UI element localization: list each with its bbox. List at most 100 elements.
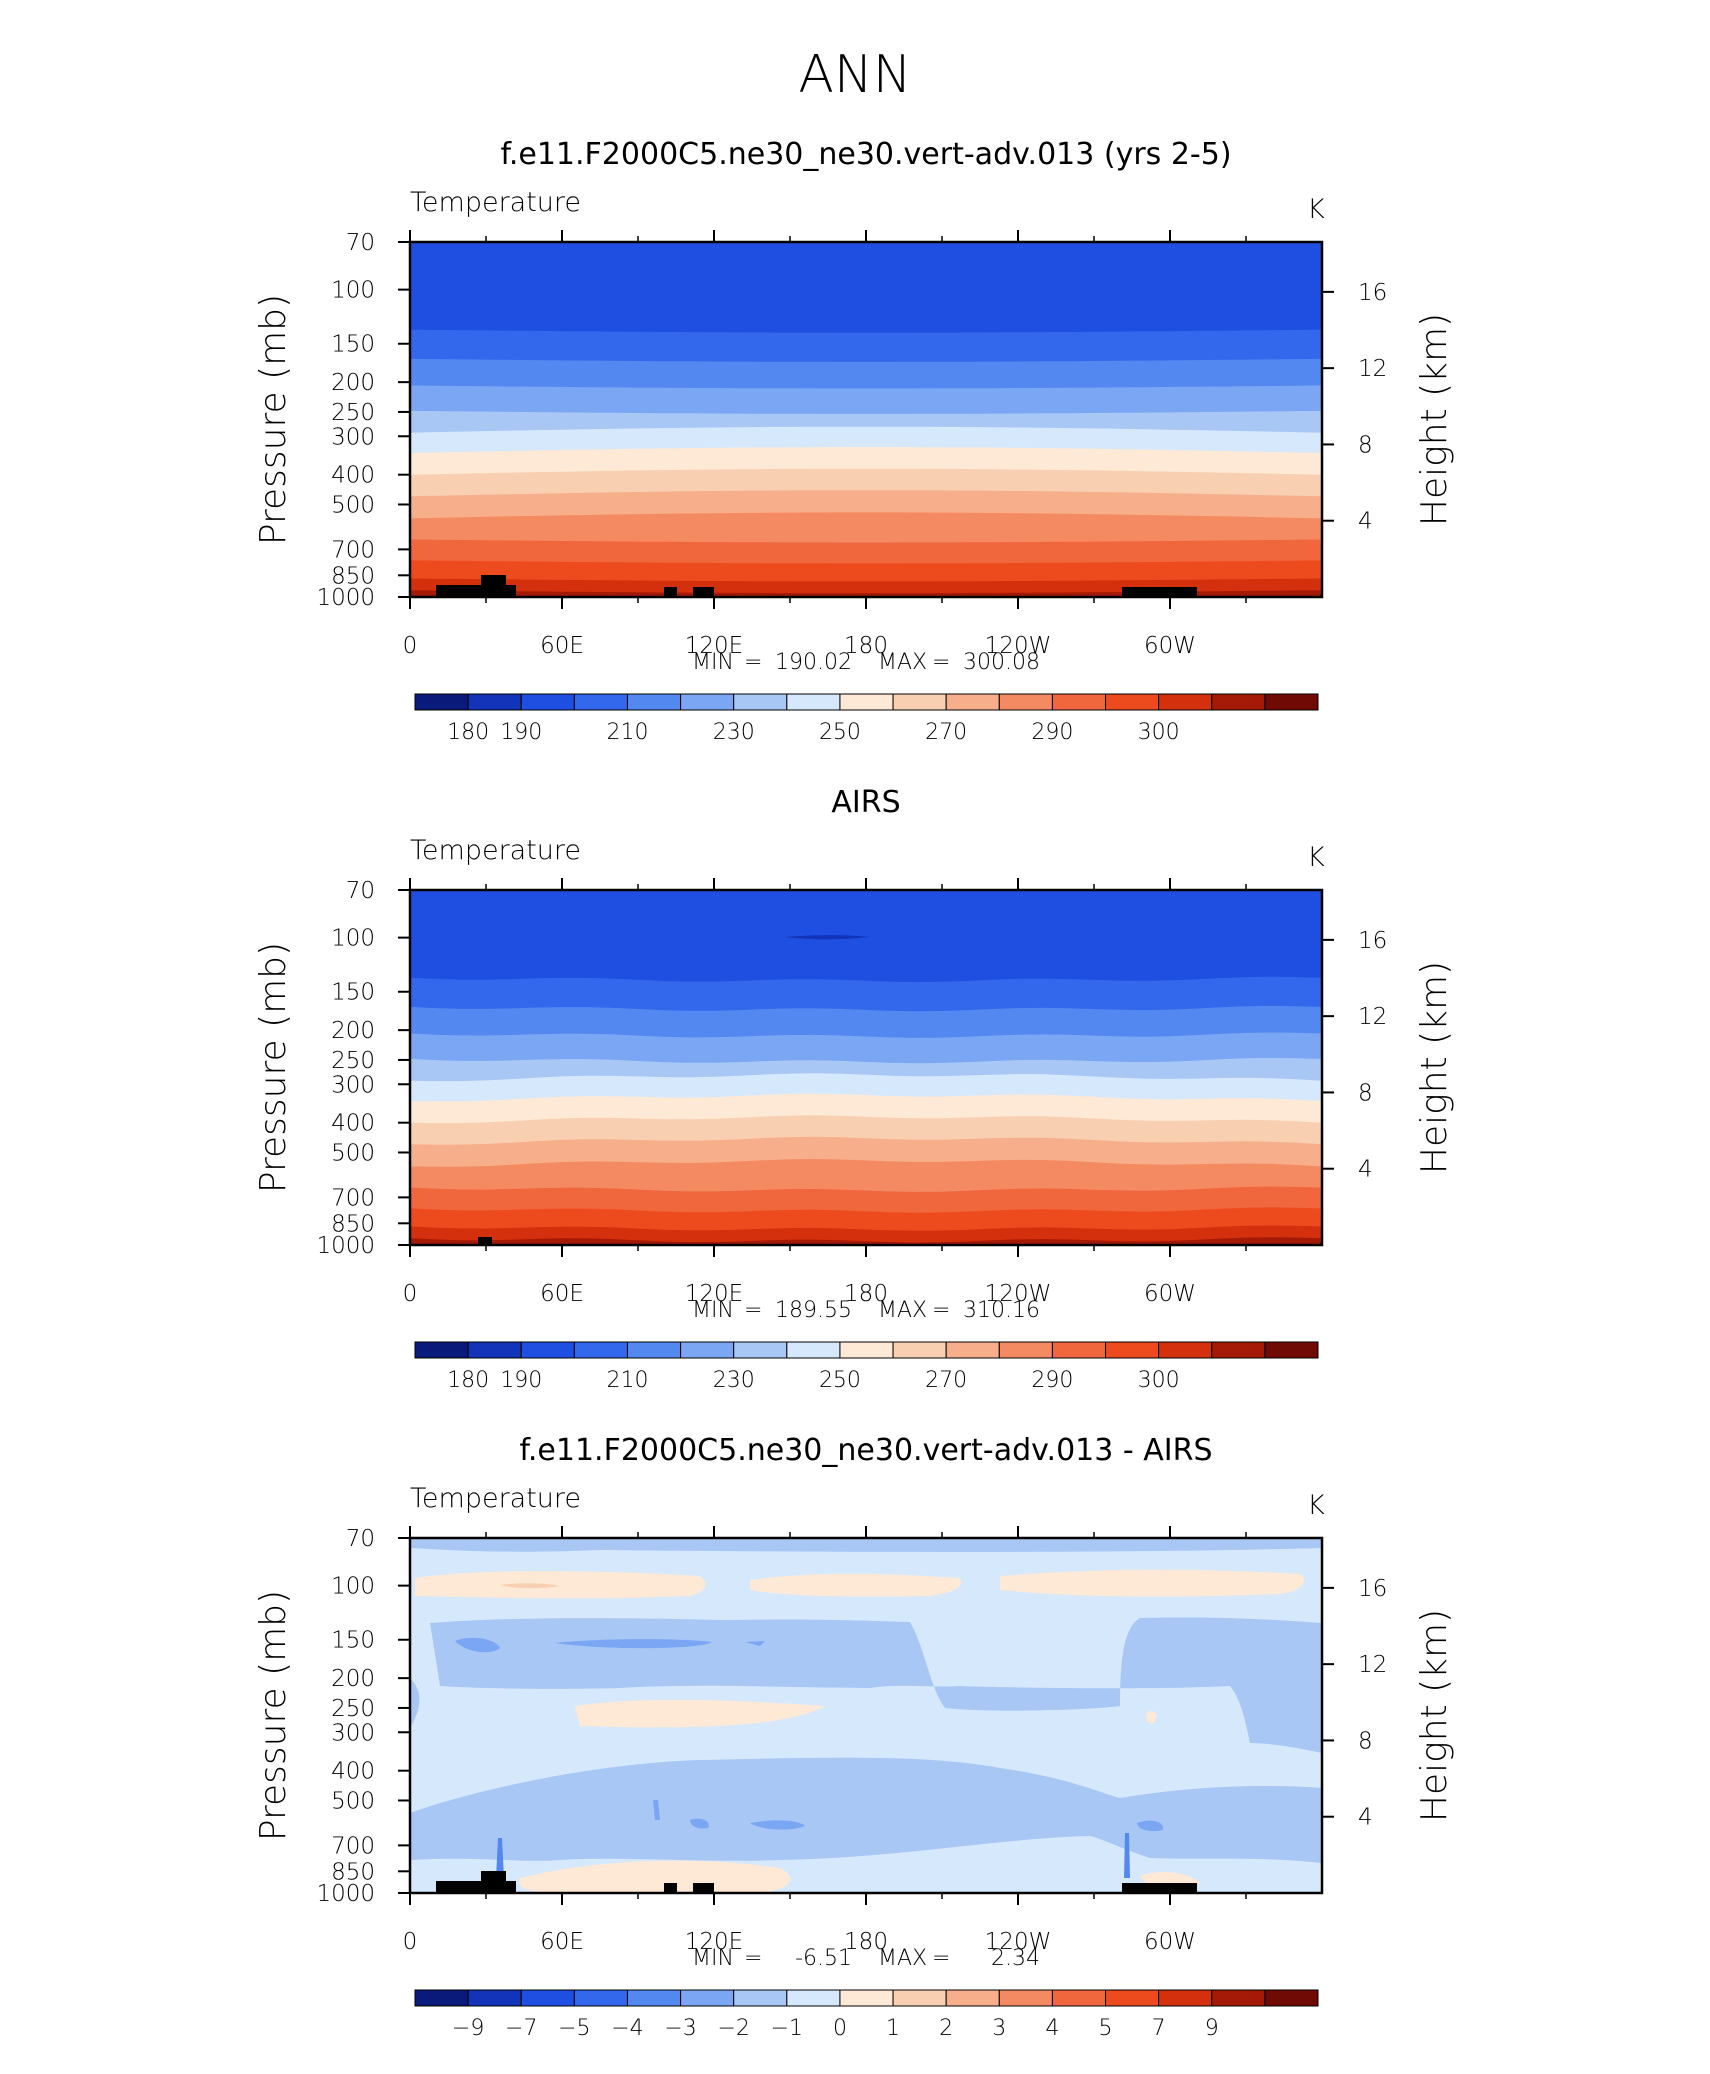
x-tick-label: 120E [685,633,743,659]
colorbar-swatch [839,1341,894,1359]
anomaly-region [410,1757,1322,1863]
anomaly-region [410,1538,1322,1552]
right-tick-label: 16 [1358,280,1387,306]
colorbar-label: −7 [505,2016,537,2041]
colorbar-swatch [1158,1341,1213,1359]
colorbar-label: 2 [939,2016,953,2041]
colorbar-swatch [998,1989,1053,2007]
y-tick-label: 200 [331,1666,375,1692]
colorbar-swatch [414,1989,469,2007]
y-tick-label: 200 [331,1018,375,1044]
max-value: 310.16 [963,1298,1040,1323]
x-tick-label: 120W [985,1929,1052,1955]
colorbar-swatch [467,1341,522,1359]
colorbar-label: −3 [664,2016,696,2041]
temperature-band [410,590,1322,597]
colorbar-swatch [467,1989,522,2007]
y-tick-label: 500 [331,492,375,518]
colorbar-label: 7 [1152,2016,1166,2041]
chart-panel-1: f.e11.F2000C5.ne30_ne30.vert-adv.013 (yr… [253,137,1455,745]
colorbar-swatch [680,1989,735,2007]
colorbar-swatch [1105,1989,1160,2007]
x-tick-label: 180 [844,1281,888,1307]
topography-mask [693,587,714,597]
right-tick-label: 4 [1358,1157,1373,1183]
min-label: MIN [692,650,734,675]
colorbar-swatch [892,1341,947,1359]
colorbar-swatch [467,693,522,711]
anomaly-region [750,1573,962,1597]
colorbar-label: 230 [713,1368,755,1393]
colorbar-swatch [626,1341,682,1359]
right-tick-label: 4 [1358,509,1373,535]
y-tick-label: 250 [331,1048,375,1074]
min-value: -6.51 [795,1946,852,1971]
colorbar-swatch [892,1989,947,2007]
anomaly-region [745,1641,765,1646]
colorbar-label: 210 [606,1368,648,1393]
y-tick-label: 200 [331,370,375,396]
anomaly-region [555,1639,712,1649]
y-tick-label: 500 [331,1140,375,1166]
colorbar-label: 230 [713,720,755,745]
x-tick-label: 0 [403,1929,418,1955]
colorbar-label: −4 [611,2016,643,2041]
colorbar-label: 290 [1031,1368,1073,1393]
chart-panel-2: AIRS Temperature K 0 60E 120E 180 120W 60W 70 100 1… [253,785,1455,1393]
right-tick-label: 8 [1358,432,1373,458]
colorbar-label: 5 [1099,2016,1113,2041]
colorbar-swatch [414,1341,469,1359]
x-tick-label: 60E [540,633,584,659]
y-tick-label: 700 [331,1185,375,1211]
colorbar-swatch [680,1341,735,1359]
min-value: 189.55 [775,1298,852,1323]
units-label: K [1307,842,1325,873]
colorbar: −9 −7 −5 −4 −3 −2 −1 0 1 2 3 4 5 7 9 [414,1989,1319,2041]
right-tick-label: 12 [1358,1652,1387,1678]
colorbar-swatch [520,1989,575,2007]
right-tick-label: 16 [1358,1576,1387,1602]
colorbar-swatch [1158,1989,1213,2007]
anomaly-region [575,1699,825,1728]
colorbar-swatch [1105,693,1160,711]
field-area [410,890,1322,1245]
topography-mask [481,1871,506,1893]
y-tick-label: 700 [331,1833,375,1859]
x-tick-label: 60E [540,1929,584,1955]
x-tick-label: 120E [685,1929,743,1955]
y-tick-label: 150 [331,980,375,1006]
y-tick-label: 1000 [316,1881,375,1907]
colorbar-swatch [733,1341,788,1359]
max-equals: = [932,650,950,675]
topography-mask [1122,1883,1197,1893]
y-axis-label-right: Height (km) [1414,961,1455,1174]
anomaly-region [519,1860,791,1893]
anomaly-region [785,935,870,940]
colorbar-swatch [1211,1989,1266,2007]
colorbar: 180 190 210 230 250 270 290 300 [414,693,1319,745]
colorbar-label: 180 [447,720,489,745]
anomaly-region [1000,1569,1304,1597]
colorbar-swatch [626,1989,682,2007]
y-tick-label: 150 [331,332,375,358]
units-label: K [1307,1490,1325,1521]
colorbar-label: 210 [606,720,648,745]
y-tick-label: 700 [331,537,375,563]
right-tick-label: 16 [1358,928,1387,954]
topography-mask [478,1237,492,1245]
max-equals: = [932,1946,950,1971]
max-label: MAX [878,650,927,675]
x-tick-label: 0 [403,633,418,659]
colorbar-label: −2 [717,2016,749,2041]
y-tick-label: 300 [331,1072,375,1098]
colorbar-swatch [945,1989,1000,2007]
colorbar-swatch [626,693,682,711]
colorbar-label: −1 [771,2016,803,2041]
y-tick-label: 400 [331,1111,375,1137]
topography-mask [664,587,677,597]
anomaly-region [415,1571,706,1599]
y-tick-label: 70 [346,878,375,904]
colorbar-label: 300 [1138,1368,1180,1393]
colorbar-swatch [733,1989,788,2007]
